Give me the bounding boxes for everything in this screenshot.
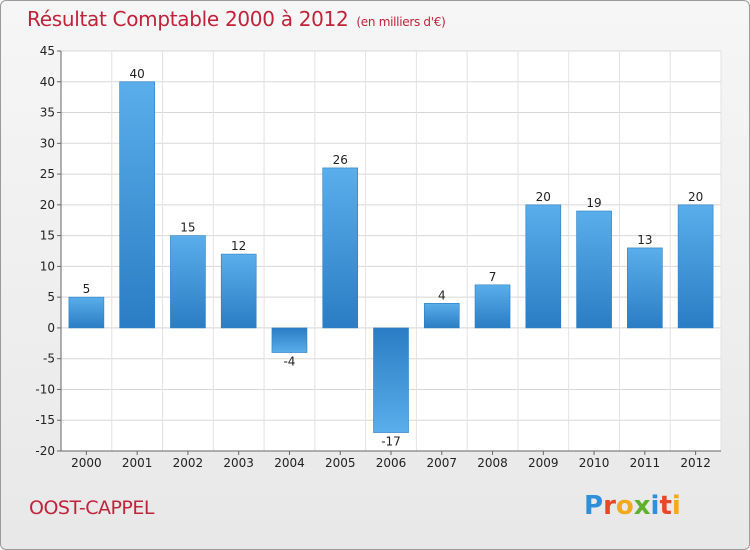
bar — [170, 235, 206, 329]
data-label: 20 — [536, 190, 551, 204]
x-tick-label: 2004 — [274, 456, 305, 470]
x-tick-label: 2005 — [325, 456, 356, 470]
data-label: 12 — [231, 239, 246, 253]
data-label: 5 — [83, 282, 91, 296]
bar — [119, 81, 155, 329]
x-tick-label: 2003 — [223, 456, 254, 470]
data-label: 4 — [438, 288, 446, 302]
bar — [373, 327, 409, 433]
y-tick-label: 20 — [40, 198, 55, 212]
logo-letter: t — [659, 491, 672, 521]
logo-letter: i — [650, 491, 660, 521]
bar — [627, 247, 663, 329]
x-tick-label: 2001 — [122, 456, 153, 470]
y-tick-label: 5 — [47, 290, 55, 304]
logo-letter: o — [615, 491, 634, 521]
data-label: -4 — [283, 355, 295, 369]
bar — [474, 284, 511, 329]
y-tick-label: 35 — [40, 106, 55, 120]
bar — [677, 204, 714, 329]
chart-title-text: Résultat Comptable 2000 à 2012 — [27, 7, 349, 31]
bar — [423, 303, 460, 329]
bar — [322, 167, 359, 329]
x-tick-label: 2010 — [579, 456, 610, 470]
data-label: 13 — [637, 233, 652, 247]
x-tick-label: 2000 — [71, 456, 102, 470]
data-label: 19 — [586, 196, 601, 210]
bar — [525, 204, 562, 329]
data-label: 15 — [180, 221, 195, 235]
bar — [220, 253, 257, 329]
y-tick-label: 0 — [47, 321, 55, 335]
logo-letter: x — [633, 491, 651, 521]
x-tick-label: 2009 — [528, 456, 559, 470]
y-tick-label: 15 — [40, 229, 55, 243]
x-tick-label: 2007 — [426, 456, 457, 470]
proxiti-logo[interactable]: Proxiti — [584, 491, 681, 521]
y-tick-label: -5 — [43, 352, 55, 366]
logo-letter: i — [671, 491, 681, 521]
x-tick-label: 2006 — [376, 456, 407, 470]
y-tick-label: 30 — [40, 136, 55, 150]
y-tick-label: 10 — [40, 259, 55, 273]
logo-letter: r — [603, 491, 616, 521]
chart-title: Résultat Comptable 2000 à 2012 (en millie… — [27, 7, 446, 31]
x-tick-label: 2011 — [630, 456, 661, 470]
bar — [68, 296, 105, 329]
y-tick-label: -15 — [35, 413, 55, 427]
data-label: 7 — [489, 270, 497, 284]
y-tick-label: -10 — [35, 382, 55, 396]
data-label: 20 — [688, 190, 703, 204]
commune-name: OOST-CAPPEL — [29, 497, 154, 519]
logo-letter: P — [584, 491, 604, 521]
x-tick-label: 2012 — [680, 456, 711, 470]
y-tick-label: 40 — [40, 75, 55, 89]
chart-subtitle: (en milliers d'€) — [356, 15, 446, 29]
y-tick-label: 45 — [40, 44, 55, 58]
x-tick-label: 2002 — [173, 456, 204, 470]
bar — [271, 327, 308, 353]
data-label: 26 — [333, 153, 348, 167]
x-tick-label: 2008 — [477, 456, 508, 470]
y-tick-label: -20 — [35, 444, 55, 458]
data-label: 40 — [130, 67, 145, 81]
bar — [576, 210, 612, 329]
y-tick-label: 25 — [40, 167, 55, 181]
data-label: -17 — [381, 435, 401, 449]
